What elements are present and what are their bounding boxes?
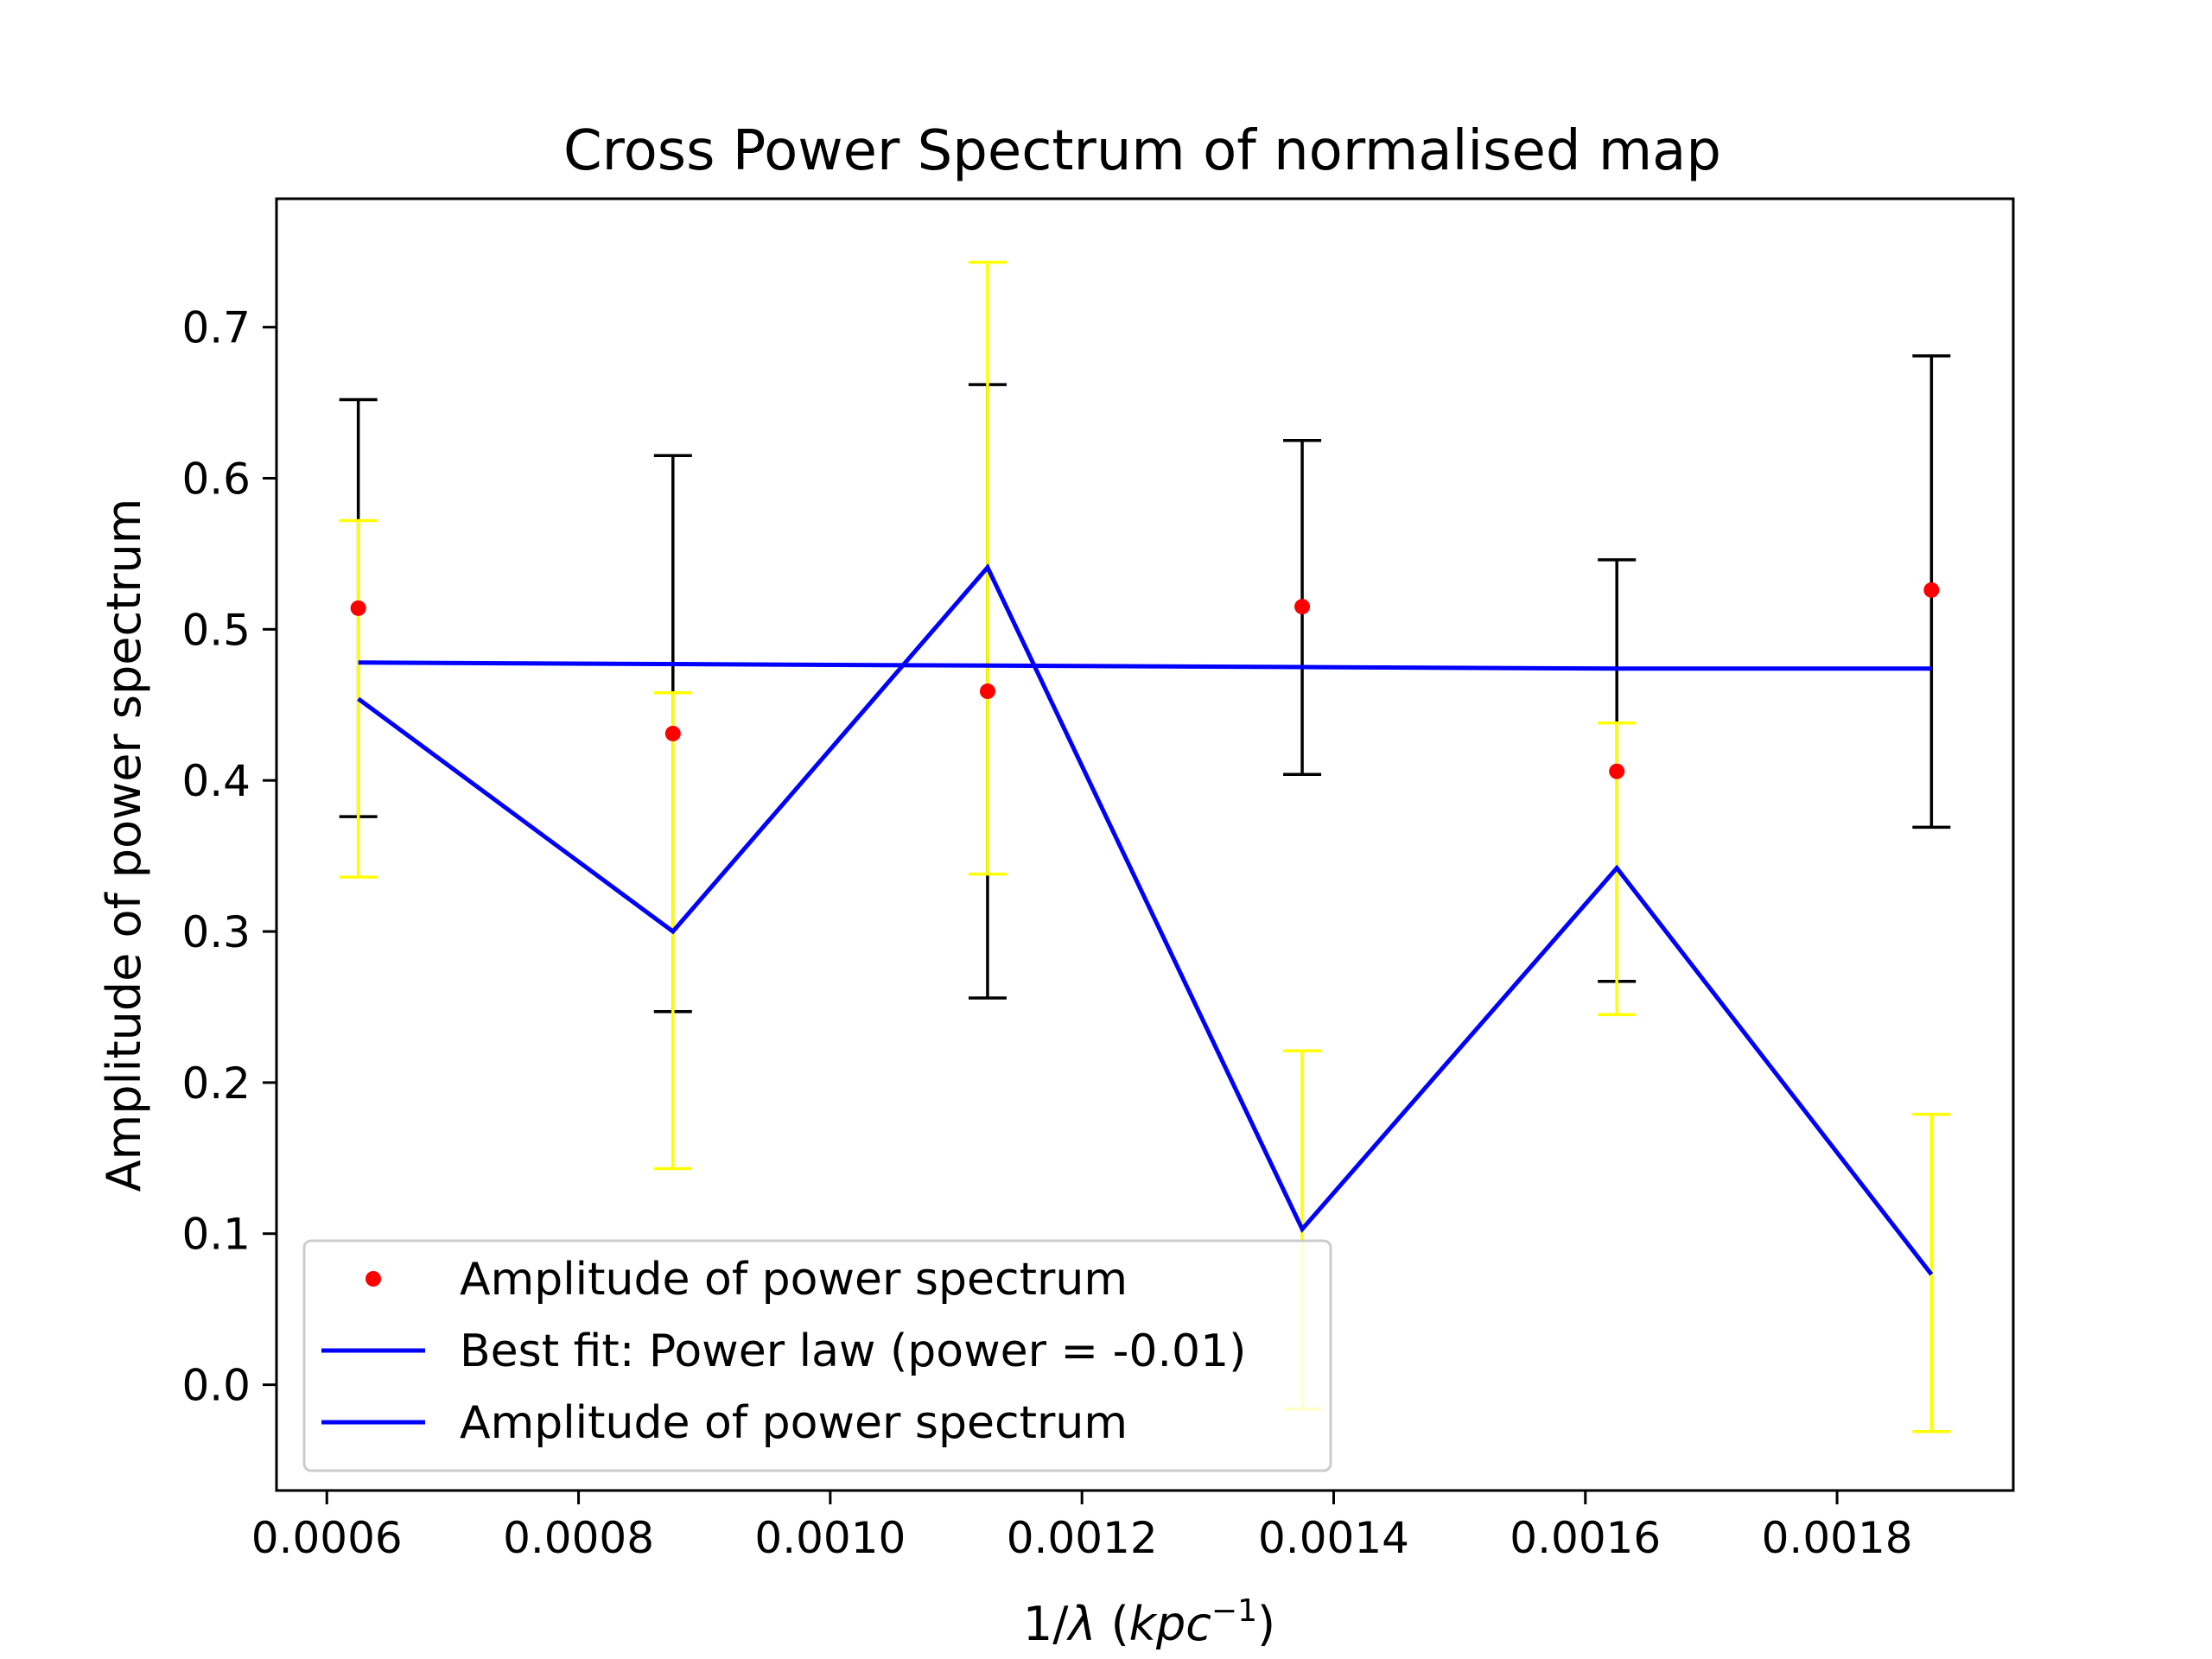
x-axis-label-prefix: 1/ [1023, 1597, 1069, 1651]
y-tick-label-0: 0.0 [181, 1361, 251, 1411]
x-axis-label: 1/λ (kpc−1) [1023, 1593, 1275, 1651]
y-tick-label-7: 0.7 [181, 303, 251, 353]
legend-label-0: Amplitude of power spectrum [460, 1254, 1128, 1306]
x-tick-label-5: 0.0016 [1510, 1513, 1661, 1563]
x-tick-label-1: 0.0008 [503, 1513, 654, 1563]
data-point-0-1 [664, 725, 681, 741]
y-tick-label-4: 0.4 [181, 756, 251, 806]
x-axis-label-exponent: −1 [1211, 1593, 1257, 1629]
series-line-1 [358, 660, 1932, 671]
y-tick-label-5: 0.5 [181, 605, 251, 655]
x-axis: 0.0006 0.0008 0.0010 0.0012 0.0014 0.0016 0.00… [251, 1491, 1913, 1563]
y-tick-label-6: 0.6 [181, 454, 251, 504]
series-line-2 [357, 563, 1934, 1276]
legend: Amplitude of power spectrum Best fit: Pow… [302, 1239, 1332, 1472]
y-axis-label: Amplitude of power spectrum [97, 499, 151, 1192]
x-tick-label-0: 0.0006 [251, 1513, 403, 1563]
x-axis-label-lambda: λ [1065, 1597, 1096, 1651]
y-tick-label-2: 0.2 [181, 1058, 251, 1109]
chart-title: Cross Power Spectrum of normalised map [563, 119, 1721, 183]
x-axis-label-close: ) [1257, 1597, 1275, 1651]
x-axis-label-unit: kpc [1129, 1597, 1211, 1651]
y-axis: 0.0 0.1 0.2 0.3 0.4 0.5 0.6 0.7 [181, 303, 276, 1411]
x-tick-label-6: 0.0018 [1762, 1513, 1913, 1563]
data-point-0-4 [1609, 763, 1625, 779]
legend-box [302, 1239, 1332, 1472]
data-point-0-2 [979, 683, 995, 700]
x-tick-label-4: 0.0014 [1258, 1513, 1409, 1563]
plot-marks [339, 260, 1951, 1433]
x-tick-label-3: 0.0012 [1007, 1513, 1158, 1563]
legend-label-2: Amplitude of power spectrum [460, 1397, 1128, 1449]
x-tick-label-2: 0.0010 [754, 1513, 906, 1563]
y-tick-label-1: 0.1 [181, 1210, 251, 1260]
x-axis-label-open: ( [1096, 1597, 1128, 1651]
data-point-0-0 [350, 600, 366, 616]
data-point-0-5 [1923, 582, 1940, 598]
legend-label-1: Best fit: Power law (power = -0.01) [460, 1325, 1246, 1377]
data-point-0-3 [1294, 599, 1311, 615]
legend-marker-0 [365, 1271, 381, 1287]
y-tick-label-3: 0.3 [181, 907, 251, 957]
axes-frame [275, 197, 2015, 1492]
